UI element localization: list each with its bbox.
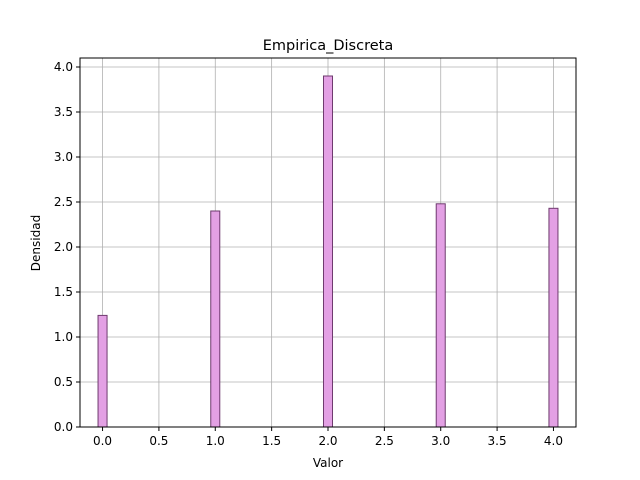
x-tick-label: 3.5 (488, 434, 507, 448)
y-tick-label: 3.0 (54, 150, 73, 164)
histogram-bar (322, 75, 334, 428)
y-tick-label: 2.5 (54, 195, 73, 209)
y-tick-label: 3.5 (54, 105, 73, 119)
x-tick-label: 3.0 (431, 434, 450, 448)
x-tick-label: 2.5 (375, 434, 394, 448)
x-tick-label: 1.0 (206, 434, 225, 448)
x-tick-label: 1.5 (262, 434, 281, 448)
y-tick-label: 4.0 (54, 60, 73, 74)
x-axis: 0.0 0.5 1.0 1.5 2.0 2.5 3.0 3.5 4.0 (93, 427, 563, 448)
x-tick-label: 4.0 (544, 434, 563, 448)
y-tick-label: 2.0 (54, 240, 73, 254)
histogram-bar (435, 203, 446, 428)
y-tick-label: 1.5 (54, 285, 73, 299)
x-axis-label: Valor (313, 456, 343, 470)
x-tick-label: 0.5 (149, 434, 168, 448)
chart-title: Empirica_Discreta (263, 38, 393, 54)
y-tick-label: 0.5 (54, 375, 73, 389)
histogram-bar (210, 210, 221, 428)
histogram-bar (548, 207, 559, 428)
y-tick-label: 0.0 (54, 420, 73, 434)
histogram-bar (97, 314, 108, 428)
x-tick-label: 0.0 (93, 434, 112, 448)
y-axis-label: Densidad (29, 215, 43, 271)
x-tick-label: 2.0 (318, 434, 337, 448)
y-axis: 0.0 0.5 1.0 1.5 2.0 2.5 3.0 3.5 4.0 (54, 60, 80, 434)
y-tick-label: 1.0 (54, 330, 73, 344)
